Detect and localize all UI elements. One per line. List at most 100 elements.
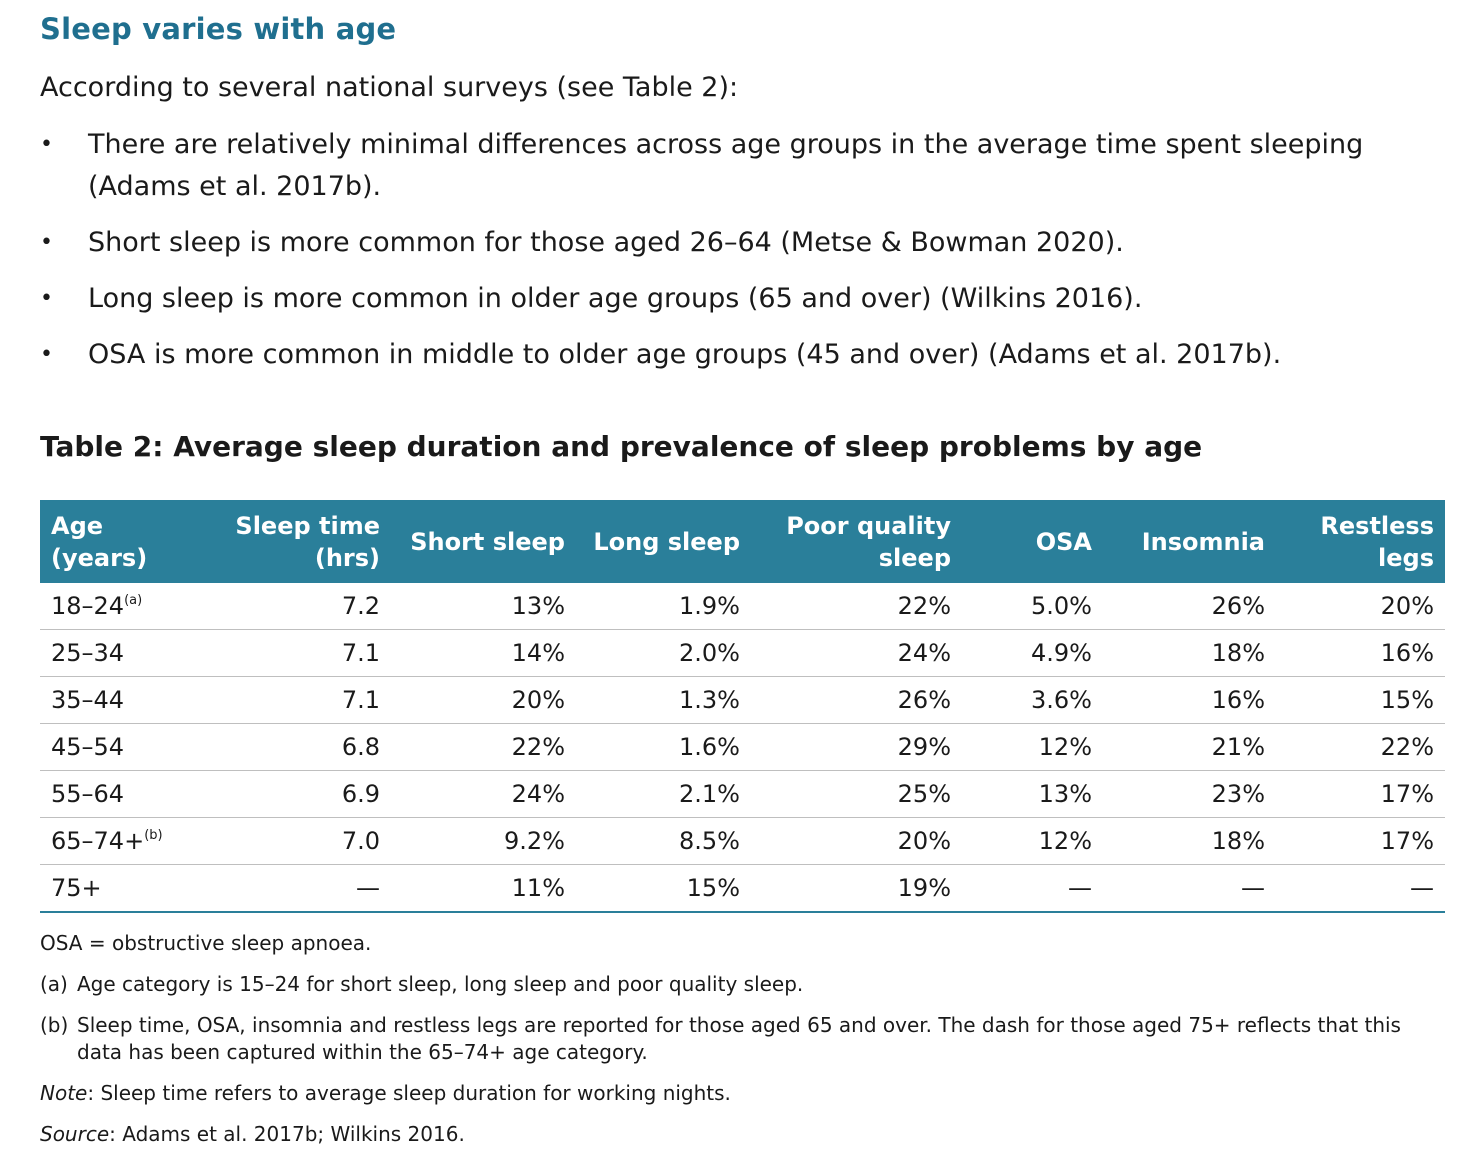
table-cell: 25% [751,770,962,818]
table-cell: 1.3% [576,676,751,724]
header-short-sleep: Short sleep [391,500,576,583]
table-cell: 24% [391,770,576,818]
bullet-item: • Long sleep is more common in older age … [40,278,1370,320]
table-row: 65–74+(b) 7.0 9.2% 8.5% 20% 12% 18% 17% [40,817,1445,865]
table-row: 25–34 7.1 14% 2.0% 24% 4.9% 18% 16% [40,629,1445,677]
header-insomnia: Insomnia [1103,500,1276,583]
header-restless-legs: Restless legs [1276,500,1445,583]
footnote-text: Age category is 15–24 for short sleep, l… [77,972,804,996]
table-cell: 5.0% [962,583,1103,630]
abbreviation-note: OSA = obstructive sleep apnoea. [40,931,372,955]
header-sleep-time: Sleep time (hrs) [190,500,391,583]
table-row: 55–64 6.9 24% 2.1% 25% 13% 23% 17% [40,770,1445,818]
bullet-text: Short sleep is more common for those age… [88,227,1124,258]
table-cell: — [962,864,1103,913]
cell-age: 35–44 [40,676,190,724]
table-cell: 2.0% [576,629,751,677]
table-cell: 4.9% [962,629,1103,677]
table-cell: 6.8 [190,723,391,771]
table-cell: 11% [391,864,576,913]
cell-age: 75+ [40,864,190,913]
source-label: Source [40,1122,110,1146]
table-row: 75+ —11% 15% 19% — — — [40,864,1445,913]
table-cell: 1.9% [576,583,751,630]
table-cell: — [1276,864,1445,913]
footnote-a: (a) Age category is 15–24 for short slee… [40,971,1445,998]
header-age: Age (years) [40,500,190,583]
table-cell: 12% [962,817,1103,865]
header-long-sleep: Long sleep [576,500,751,583]
header-poor-quality-sleep: Poor quality sleep [751,500,962,583]
table-cell: 18% [1103,817,1276,865]
footnote-marker: (b) [144,828,163,843]
table-cell: 20% [751,817,962,865]
footnote-marker: (a) [124,593,143,608]
bullet-dot: • [40,132,53,157]
bullet-item: • OSA is more common in middle to older a… [40,334,1370,376]
table-cell: 26% [751,676,962,724]
table-cell: 20% [391,676,576,724]
table-cell: 7.2 [190,583,391,630]
table-row: 35–44 7.1 20% 1.3% 26% 3.6% 16% 15% [40,676,1445,724]
table-cell: 8.5% [576,817,751,865]
bullet-text: OSA is more common in middle to older ag… [88,339,1282,370]
source-text: : Adams et al. 2017b; Wilkins 2016. [109,1122,465,1146]
table-cell: 22% [391,723,576,771]
table-row: 18–24(a) 7.2 13% 1.9% 22% 5.0% 26% 20% [40,583,1445,630]
table-cell: 14% [391,629,576,677]
cell-age: 25–34 [40,629,190,677]
cell-age: 18–24(a) [40,583,190,630]
intro-paragraph: According to several national surveys (s… [40,72,739,103]
table-cell: 21% [1103,723,1276,771]
table-cell: 16% [1103,676,1276,724]
table-cell: 16% [1276,629,1445,677]
section-heading: Sleep varies with age [40,12,397,46]
table-cell: — [1103,864,1276,913]
table-cell: 17% [1276,817,1445,865]
header-osa: OSA [962,500,1103,583]
table-cell: 29% [751,723,962,771]
table-cell: 1.6% [576,723,751,771]
table-cell: 12% [962,723,1103,771]
bullet-dot: • [40,230,53,255]
table-cell: 26% [1103,583,1276,630]
cell-age: 65–74+(b) [40,817,190,865]
table-cell: 22% [751,583,962,630]
table-title: Table 2: Average sleep duration and prev… [40,430,1203,463]
sleep-table: Age (years) Sleep time (hrs) Short sleep L… [40,500,1445,913]
source-line: Source: Adams et al. 2017b; Wilkins 2016… [40,1121,1445,1148]
note-text: : Sleep time refers to average sleep dur… [87,1081,731,1105]
bullet-dot: • [40,342,53,367]
bullet-text: Long sleep is more common in older age g… [88,283,1143,314]
table-cell: 3.6% [962,676,1103,724]
cell-age: 55–64 [40,770,190,818]
table-cell: 18% [1103,629,1276,677]
cell-age: 45–54 [40,723,190,771]
table-cell: 23% [1103,770,1276,818]
table-cell: 17% [1276,770,1445,818]
table-row: 45–54 6.8 22% 1.6% 29% 12% 21% 22% [40,723,1445,771]
table-notes: OSA = obstructive sleep apnoea. (a) Age … [40,930,1445,1162]
table-cell: — [190,864,391,913]
table-header-row: Age (years) Sleep time (hrs) Short sleep L… [40,500,1445,583]
table-cell: 15% [576,864,751,913]
table-cell: 9.2% [391,817,576,865]
footnote-b: (b) Sleep time, OSA, insomnia and restle… [40,1012,1445,1066]
table-cell: 22% [1276,723,1445,771]
table-cell: 6.9 [190,770,391,818]
footnote-text: Sleep time, OSA, insomnia and restless l… [77,1013,1401,1064]
bullet-item: • There are relatively minimal difference… [40,124,1370,208]
footnote-key: (a) [40,972,68,996]
note-label: Note [40,1081,88,1105]
table-cell: 15% [1276,676,1445,724]
table-cell: 7.1 [190,629,391,677]
footnote-key: (b) [40,1013,69,1037]
table-cell: 13% [962,770,1103,818]
bullet-list: • There are relatively minimal difference… [40,124,1370,390]
bullet-item: • Short sleep is more common for those ag… [40,222,1370,264]
bullet-text: There are relatively minimal differences… [88,129,1364,202]
table-cell: 19% [751,864,962,913]
bullet-dot: • [40,286,53,311]
table-cell: 7.0 [190,817,391,865]
table-cell: 2.1% [576,770,751,818]
